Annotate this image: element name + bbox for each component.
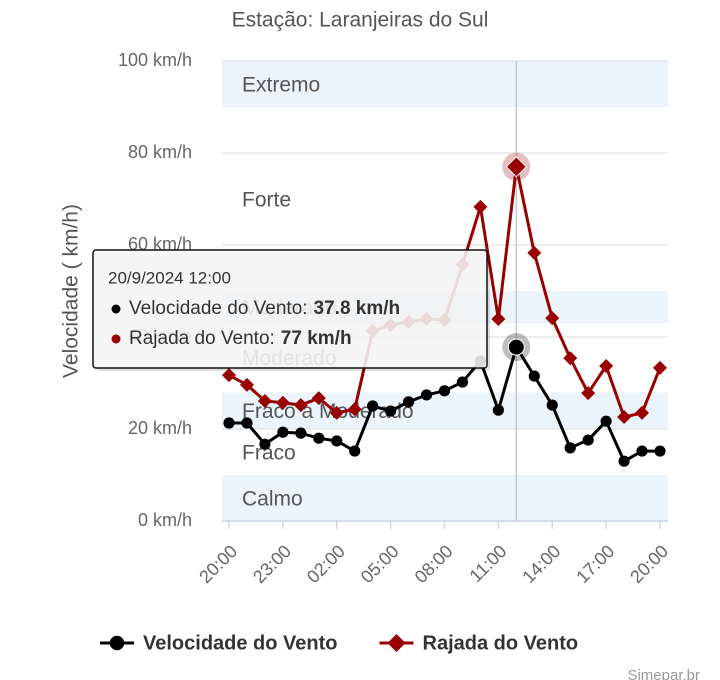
- point: [617, 410, 632, 425]
- point: [473, 199, 488, 214]
- plot-band-label: Fraco: [242, 442, 296, 465]
- legend-item[interactable]: Rajada do Vento: [379, 632, 579, 654]
- point: [528, 370, 540, 382]
- y-tick-label: 20 km/h: [128, 418, 192, 438]
- legend-marker: [109, 635, 125, 651]
- tooltip-row-label: Rajada do Vento:: [129, 328, 275, 349]
- tooltip-box: [92, 249, 488, 369]
- point: [347, 402, 362, 417]
- y-axis-title: Velocidade ( km/h): [60, 204, 83, 378]
- point: [259, 438, 271, 450]
- plot-band-label: Calmo: [242, 488, 303, 511]
- chart-title: Estação: Laranjeiras do Sul: [232, 9, 489, 32]
- point: [311, 391, 326, 406]
- tooltip-bullet: [111, 304, 121, 314]
- tooltip-bullet: [111, 334, 121, 344]
- point: [581, 386, 596, 401]
- tooltip: 20/9/2024 12:00 Velocidade do Vento: 37.8 …: [92, 249, 490, 371]
- point: [527, 245, 542, 260]
- x-tick-label: 14:00: [518, 541, 564, 587]
- point: [563, 351, 578, 366]
- point: [546, 399, 558, 411]
- y-tick-label: 80 km/h: [128, 142, 192, 162]
- point: [313, 432, 325, 444]
- point: [277, 426, 289, 438]
- x-tick-label: 20:00: [626, 541, 672, 587]
- tooltip-row: Velocidade do Vento: 37.8 km/h: [129, 298, 400, 319]
- x-tick-label: 08:00: [411, 541, 457, 587]
- point: [420, 389, 433, 401]
- point: [618, 455, 630, 467]
- point: [349, 445, 361, 457]
- point: [456, 376, 469, 388]
- point: [491, 312, 506, 327]
- point: [329, 405, 344, 420]
- legend-label: Rajada do Vento: [423, 632, 579, 654]
- x-tick-label: 20:00: [195, 541, 241, 587]
- point: [599, 358, 614, 373]
- point: [545, 311, 560, 326]
- legend-label: Velocidade do Vento: [143, 632, 338, 654]
- plot-band: [222, 429, 668, 475]
- point: [636, 445, 648, 457]
- point: [600, 415, 612, 427]
- tooltip-row-label: Velocidade do Vento:: [129, 298, 308, 319]
- point: [582, 434, 594, 446]
- tooltip-row: Rajada do Vento: 77 km/h: [129, 328, 352, 349]
- x-tick-label: 05:00: [357, 541, 403, 587]
- point: [295, 427, 307, 439]
- tooltip-row-value: 37.8 km/h: [314, 298, 401, 319]
- point: [402, 396, 415, 408]
- x-tick-label: 02:00: [303, 541, 349, 587]
- point: [239, 377, 254, 392]
- y-tick-label: 0 km/h: [138, 510, 192, 530]
- point: [222, 368, 236, 383]
- point: [438, 385, 451, 397]
- x-tick-label: 23:00: [249, 541, 295, 587]
- point-hover: [507, 338, 525, 356]
- point: [564, 442, 576, 454]
- point: [635, 405, 650, 420]
- point: [385, 405, 397, 417]
- point: [223, 417, 235, 429]
- plot-band-label: Forte: [242, 189, 291, 212]
- tooltip-date: 20/9/2024 12:00: [108, 268, 231, 287]
- point: [492, 404, 504, 416]
- point: [241, 417, 253, 429]
- plot-band: [222, 475, 668, 521]
- x-tick-label: 11:00: [466, 541, 511, 586]
- point: [275, 395, 290, 410]
- legend-item[interactable]: Velocidade do Vento: [100, 632, 338, 654]
- plot-band: [222, 61, 668, 107]
- point: [367, 400, 379, 412]
- plot-band-label: Extremo: [242, 74, 320, 97]
- point-hover: [505, 156, 528, 178]
- credits[interactable]: Simepar.br: [627, 667, 700, 680]
- point: [257, 393, 272, 408]
- y-tick-label: 60 km/h: [128, 234, 192, 254]
- x-tick-label: 17:00: [572, 541, 618, 587]
- point: [654, 445, 666, 457]
- point: [293, 398, 308, 413]
- point: [331, 435, 343, 447]
- legend-marker: [387, 634, 406, 652]
- point: [653, 360, 667, 375]
- tooltip-row-value: 77 km/h: [281, 328, 352, 349]
- plot-band: [222, 392, 668, 429]
- y-tick-label: 100 km/h: [118, 50, 192, 70]
